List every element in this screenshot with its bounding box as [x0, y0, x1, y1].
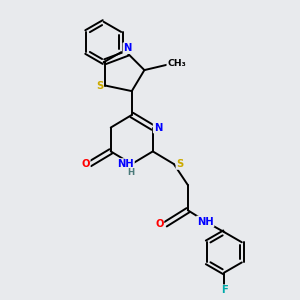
Text: F: F: [221, 285, 228, 295]
Text: NH: NH: [117, 159, 134, 169]
Text: S: S: [176, 159, 184, 169]
Text: N: N: [154, 123, 162, 133]
Text: O: O: [81, 159, 90, 169]
Text: CH₃: CH₃: [167, 58, 186, 68]
Text: H: H: [127, 169, 134, 178]
Text: S: S: [96, 80, 103, 91]
Text: NH: NH: [197, 217, 214, 226]
Text: O: O: [155, 219, 164, 229]
Text: N: N: [123, 43, 132, 53]
